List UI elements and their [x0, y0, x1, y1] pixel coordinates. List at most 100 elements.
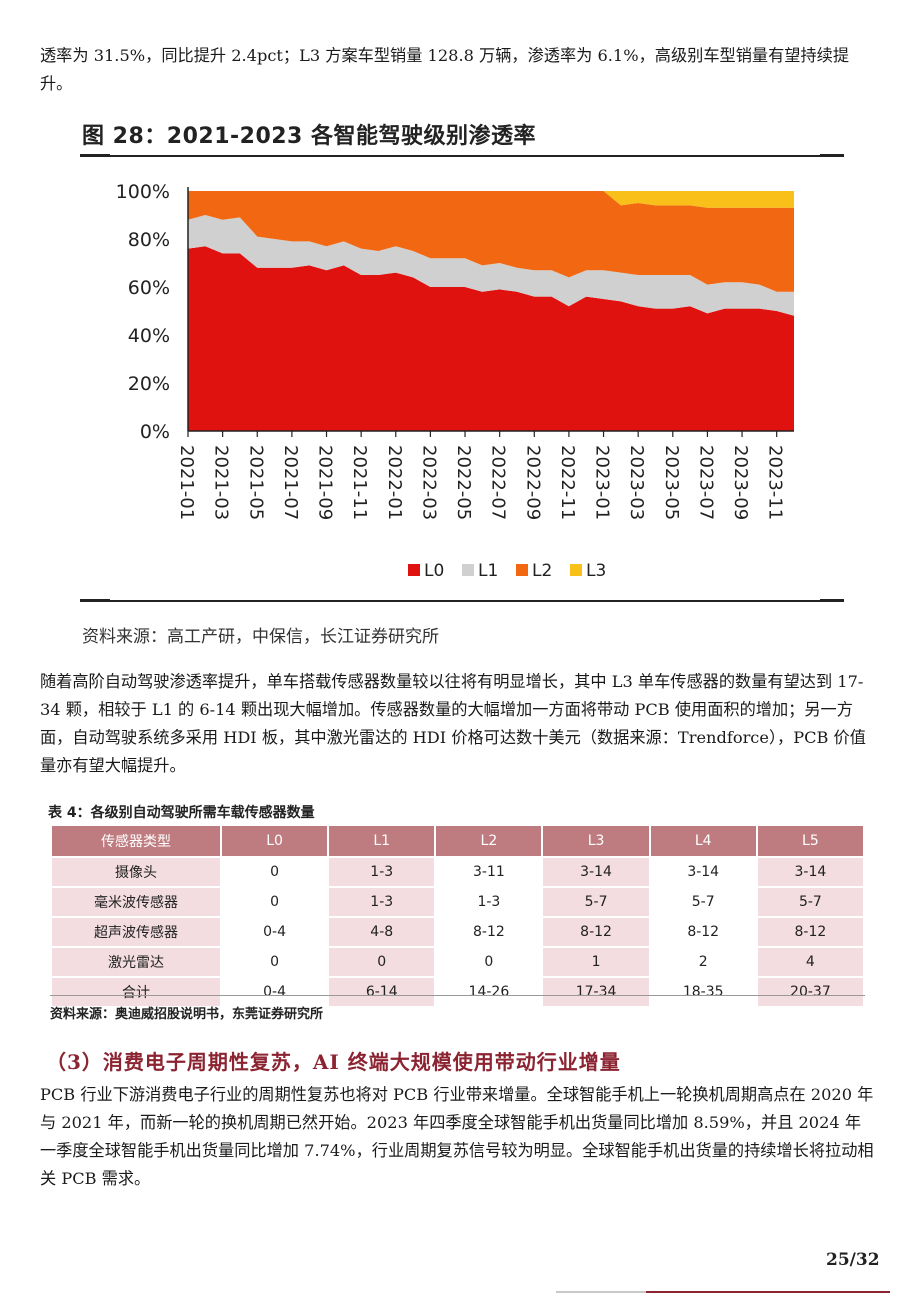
- table-title: 表 4：各级别自动驾驶所需车载传感器数量: [48, 805, 315, 821]
- table-cell: 0: [219, 946, 330, 978]
- x-tick-label: 2022-05: [453, 445, 474, 520]
- legend-swatch-l2: [516, 564, 528, 576]
- rule-end-left-bottom: [80, 599, 110, 602]
- table-header-cell: L0: [219, 824, 330, 858]
- x-tick-label: 2021-05: [245, 445, 266, 520]
- table-header-cell: L4: [648, 824, 758, 858]
- x-tick-label: 2021-07: [280, 445, 301, 520]
- x-tick-label: 2021-11: [349, 445, 370, 520]
- table-cell: 8-12: [648, 916, 758, 948]
- x-tick-label: 2023-05: [661, 445, 682, 520]
- table-cell: 3-14: [648, 856, 758, 888]
- figure-top-rule: [80, 155, 844, 157]
- table-cell: 0-4: [219, 916, 330, 948]
- y-tick-label: 100%: [116, 181, 170, 203]
- x-tick-label: 2023-09: [730, 445, 751, 520]
- sensor-paragraph: 随着高阶自动驾驶渗透率提升，单车搭载传感器数量较以往将有明显增长，其中 L3 单…: [40, 672, 866, 775]
- x-tick-label: 2021-03: [211, 445, 232, 520]
- intro-paragraph: 透率为 31.5%，同比提升 2.4pct；L3 方案车型销量 128.8 万辆…: [40, 46, 850, 93]
- y-tick-label: 80%: [128, 229, 170, 251]
- y-tick-label: 60%: [128, 277, 170, 299]
- area-series-l1: [188, 215, 794, 316]
- table-cell: 1-3: [327, 856, 437, 888]
- figure-source: 资料来源：高工产研，中保信，长江证券研究所: [82, 627, 439, 647]
- x-tick-label: 2023-01: [592, 445, 613, 520]
- table-cell: 5-7: [755, 886, 866, 918]
- table-cell: 0: [327, 946, 437, 978]
- table-cell: 5-7: [648, 886, 758, 918]
- table-cell: 1-3: [327, 886, 437, 918]
- footer-line-light: [556, 1291, 646, 1293]
- x-tick-label: 2023-11: [765, 445, 786, 520]
- table-cell: 18-35: [648, 976, 758, 1008]
- rule-end-right: [820, 154, 844, 157]
- table-cell: 0: [434, 946, 544, 978]
- table-header-cell: L5: [755, 824, 866, 858]
- table-cell: 6-14: [327, 976, 437, 1008]
- table-header-cell: L2: [434, 824, 544, 858]
- x-tick-label: 2021-09: [315, 445, 336, 520]
- table-source: 资料来源：奥迪威招股说明书，东莞证券研究所: [50, 1007, 324, 1022]
- legend-swatch-l0: [408, 564, 420, 576]
- legend-label-l3: L3: [586, 561, 606, 581]
- table-cell: 8-12: [434, 916, 544, 948]
- legend-label-l2: L2: [532, 561, 552, 581]
- area-series-l3: [188, 191, 794, 208]
- table-cell: 8-12: [755, 916, 866, 948]
- y-tick-label: 0%: [140, 421, 170, 443]
- legend-label-l1: L1: [478, 561, 498, 581]
- table-cell: 超声波传感器: [50, 916, 222, 948]
- area-series-l0: [188, 246, 794, 431]
- table-cell: 0-4: [219, 976, 330, 1008]
- consumer-electronics-paragraph: PCB 行业下游消费电子行业的周期性复苏也将对 PCB 行业带来增量。全球智能手…: [40, 1085, 874, 1188]
- footer-line-accent: [646, 1291, 890, 1293]
- table-cell: 3-11: [434, 856, 544, 888]
- table-cell: 4: [755, 946, 866, 978]
- legend-label-l0: L0: [424, 561, 444, 581]
- rule-end-left: [80, 154, 110, 157]
- table-cell: 激光雷达: [50, 946, 222, 978]
- table-bottom-rule: [50, 995, 865, 996]
- legend-swatch-l3: [570, 564, 582, 576]
- table-cell: 2: [648, 946, 758, 978]
- section-heading: （3）消费电子周期性复苏，AI 终端大规模使用带动行业增量: [46, 1050, 621, 1074]
- table-cell: 摄像头: [50, 856, 222, 888]
- sensor-table: 传感器类型 L0 L1 L2 L3 L4 L5 摄像头 0 1-3 3-11 3…: [50, 824, 866, 1008]
- table-cell: 1: [541, 946, 651, 978]
- table-header-cell: 传感器类型: [50, 824, 222, 858]
- x-tick-label: 2022-07: [488, 445, 509, 520]
- area-series-l2: [188, 191, 794, 292]
- table-cell: 4-8: [327, 916, 437, 948]
- table-header-cell: L3: [541, 824, 651, 858]
- table-cell: 14-26: [434, 976, 544, 1008]
- x-tick-label: 2022-01: [384, 445, 405, 520]
- x-tick-label: 2022-11: [557, 445, 578, 520]
- table-cell: 0: [219, 886, 330, 918]
- figure-bottom-rule: [80, 600, 844, 602]
- x-tick-label: 2022-03: [418, 445, 439, 520]
- table-cell: 3-14: [755, 856, 866, 888]
- table-header-cell: L1: [327, 824, 437, 858]
- table-cell: 合计: [50, 976, 222, 1008]
- table-cell: 5-7: [541, 886, 651, 918]
- x-tick-label: 2022-09: [522, 445, 543, 520]
- x-tick-label: 2021-01: [176, 445, 197, 520]
- figure-title: 图 28：2021-2023 各智能驾驶级别渗透率: [82, 124, 537, 149]
- table-row: 激光雷达 0 0 0 1 2 4: [50, 946, 866, 978]
- table-header-row: 传感器类型 L0 L1 L2 L3 L4 L5: [50, 824, 866, 858]
- table-cell: 毫米波传感器: [50, 886, 222, 918]
- x-tick-label: 2023-07: [695, 445, 716, 520]
- table-row: 超声波传感器 0-4 4-8 8-12 8-12 8-12 8-12: [50, 916, 866, 948]
- x-tick-label: 2023-03: [626, 445, 647, 520]
- table-cell: 3-14: [541, 856, 651, 888]
- legend-swatch-l1: [462, 564, 474, 576]
- penetration-area-chart: 100% 80% 60% 40% 20% 0% 2021-01 2021-03 2021-05 2…: [116, 181, 794, 581]
- y-tick-label: 40%: [128, 325, 170, 347]
- rule-end-right-bottom: [820, 599, 844, 602]
- page-number: 25/32: [826, 1250, 880, 1270]
- table-cell: 8-12: [541, 916, 651, 948]
- table-cell: 17-34: [541, 976, 651, 1008]
- table-row: 毫米波传感器 0 1-3 1-3 5-7 5-7 5-7: [50, 886, 866, 918]
- table-row: 合计 0-4 6-14 14-26 17-34 18-35 20-37: [50, 976, 866, 1008]
- table-cell: 0: [219, 856, 330, 888]
